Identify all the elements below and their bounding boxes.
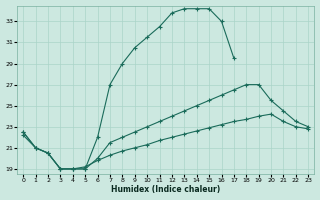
X-axis label: Humidex (Indice chaleur): Humidex (Indice chaleur) <box>111 185 220 194</box>
